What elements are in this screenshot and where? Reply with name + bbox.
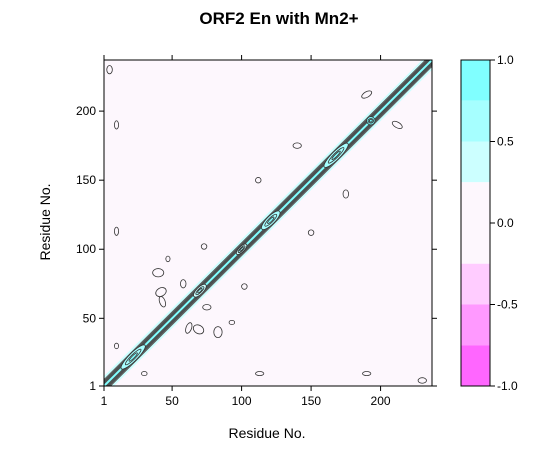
- y-tick-label: 100: [76, 242, 96, 256]
- contour-level-outer: [307, 229, 315, 236]
- contour-level-outer: [155, 287, 167, 298]
- contour-level-outer: [165, 255, 171, 263]
- contour-feature: [362, 371, 372, 377]
- y-axis-title: Residue No.: [37, 183, 53, 260]
- contour-feature: [391, 120, 403, 129]
- contour-level-outer: [362, 371, 372, 377]
- x-tick-label: 50: [165, 394, 179, 408]
- y-tick-label: 200: [76, 104, 96, 118]
- plot-frame: [103, 59, 433, 387]
- contour-level-outer: [158, 296, 166, 308]
- color-key-label: 0.0: [497, 216, 514, 230]
- contour-feature: [261, 210, 281, 230]
- x-tick-label: 200: [371, 394, 391, 408]
- chart-title: ORF2 En with Mn2+: [199, 9, 358, 28]
- x-tick-label: 1: [101, 394, 108, 408]
- color-key-band: [461, 304, 490, 346]
- contour-level-outer: [185, 322, 193, 334]
- y-tick-label: 150: [76, 173, 96, 187]
- contour-level-outer: [417, 377, 427, 384]
- contour-feature: [114, 342, 119, 350]
- x-tick-label: 100: [232, 394, 252, 408]
- contour-level-outer: [361, 90, 373, 99]
- contour-feature: [200, 243, 208, 250]
- contour-feature: [180, 279, 187, 289]
- contour-feature: [193, 283, 207, 298]
- contour-level-outer: [391, 120, 403, 129]
- contour-level-outer: [192, 324, 205, 335]
- x-tick-label: 150: [301, 394, 321, 408]
- contour-level-outer: [202, 304, 212, 311]
- contour-level-outer: [114, 226, 119, 236]
- color-key-band: [461, 100, 490, 142]
- color-key: 1.0 0.5 0.0 -0.5 -1.0: [460, 53, 518, 393]
- contour-feature: [158, 296, 166, 308]
- contour-feature: [155, 287, 167, 298]
- plot-area: [104, 60, 432, 386]
- contour-level-outer: [292, 142, 302, 149]
- contour-level-outer: [114, 342, 119, 350]
- contour-marks: [104, 60, 432, 386]
- contour-feature: [292, 142, 302, 149]
- contour-level-outer: [342, 189, 350, 199]
- contour-feature: [202, 304, 212, 311]
- contour-level-outer: [213, 326, 223, 339]
- color-key-band: [461, 345, 490, 386]
- color-key-band: [461, 263, 490, 305]
- contour-feature: [185, 322, 193, 334]
- contour-level-inner: [197, 288, 203, 294]
- y-tick-label: 50: [83, 311, 97, 325]
- contour-level-inner: [331, 150, 341, 160]
- contour-feature: [106, 65, 113, 75]
- contour-level-outer: [241, 283, 248, 290]
- contour-feature: [141, 371, 148, 377]
- contour-feature: [255, 177, 262, 184]
- contour-feature: [165, 255, 171, 263]
- color-key-label: 0.5: [497, 135, 514, 149]
- contour-level-outer: [255, 177, 262, 184]
- contour-feature: [366, 116, 376, 126]
- contour-feature: [213, 326, 223, 339]
- contour-feature: [342, 189, 350, 199]
- contour-level-outer: [228, 319, 236, 325]
- contour-level-outer: [141, 371, 148, 377]
- contour-level-inner: [128, 352, 138, 362]
- contour-level-outer: [152, 268, 165, 278]
- color-key-label: -0.5: [497, 298, 518, 312]
- contour-feature: [361, 90, 373, 99]
- contour-feature: [114, 226, 119, 236]
- contour-feature: [323, 142, 349, 168]
- color-key-label: 1.0: [497, 53, 514, 67]
- contour-feature: [114, 120, 119, 130]
- contour-feature: [417, 377, 427, 384]
- contour-level-outer: [180, 279, 187, 289]
- color-key-label: -1.0: [497, 379, 518, 393]
- contour-feature: [235, 243, 248, 255]
- contour-level-outer: [200, 243, 208, 250]
- x-axis-title: Residue No.: [228, 425, 305, 441]
- contour-level-inner: [267, 216, 275, 224]
- contour-feature: [152, 268, 165, 278]
- color-key-band: [461, 182, 490, 264]
- contour-feature: [307, 229, 315, 236]
- contour-level-inner: [368, 119, 373, 123]
- contour-feature: [241, 283, 248, 290]
- contour-feature: [192, 324, 205, 335]
- y-tick-label: 1: [89, 379, 96, 393]
- color-key-band: [461, 60, 490, 101]
- color-key-band: [461, 141, 490, 183]
- contour-feature: [228, 319, 236, 325]
- contour-feature: [120, 344, 146, 370]
- contour-level-outer: [114, 120, 119, 130]
- contour-level-outer: [106, 65, 113, 75]
- contour-level-outer: [255, 371, 265, 377]
- contour-feature: [255, 371, 265, 377]
